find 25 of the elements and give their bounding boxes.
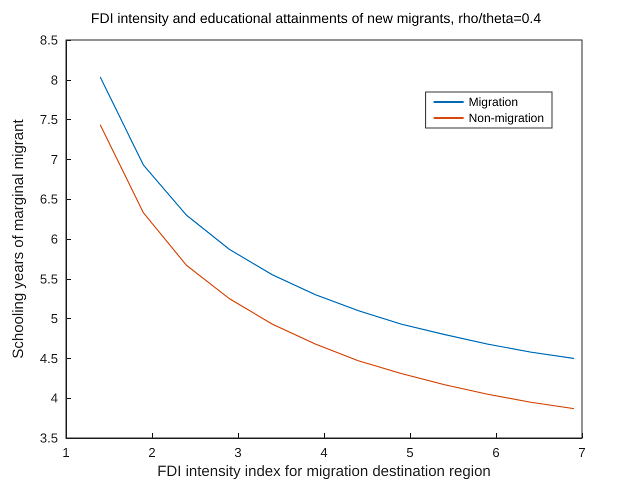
line-series — [100, 76, 574, 359]
y-tick-label: 4 — [50, 390, 58, 406]
x-axis-title: FDI intensity index for migration destination region — [157, 463, 491, 480]
legend-label: Migration — [468, 95, 518, 109]
x-tick-label: 4 — [320, 445, 328, 460]
y-tick-label: 8.5 — [40, 32, 58, 48]
y-tick-label: 5 — [50, 311, 58, 326]
x-tick-label: 6 — [492, 445, 500, 460]
y-tick-label: 7 — [50, 152, 58, 167]
legend-label: Non-migration — [468, 111, 544, 125]
x-tick-label: 3 — [234, 445, 242, 460]
line-series — [100, 124, 574, 410]
y-tick-label: 7.5 — [40, 112, 58, 128]
x-tick-label: 2 — [148, 445, 156, 460]
y-tick-label: 4.5 — [40, 350, 58, 366]
y-tick-label: 3.5 — [40, 430, 58, 446]
y-tick-label: 6.5 — [40, 192, 58, 207]
y-tick-label: 6 — [50, 232, 58, 246]
chart-title: FDI intensity and educational attainments of new migrants, rho/theta=0.4 — [90, 10, 542, 26]
x-tick-label: 7 — [578, 445, 586, 460]
x-tick-label: 1 — [62, 445, 70, 460]
y-axis-title: Schooling years of marginal migrant — [10, 118, 27, 359]
x-tick-label: 5 — [406, 445, 414, 460]
y-tick-label: 5.5 — [40, 271, 58, 286]
y-tick-label: 8 — [50, 72, 58, 88]
